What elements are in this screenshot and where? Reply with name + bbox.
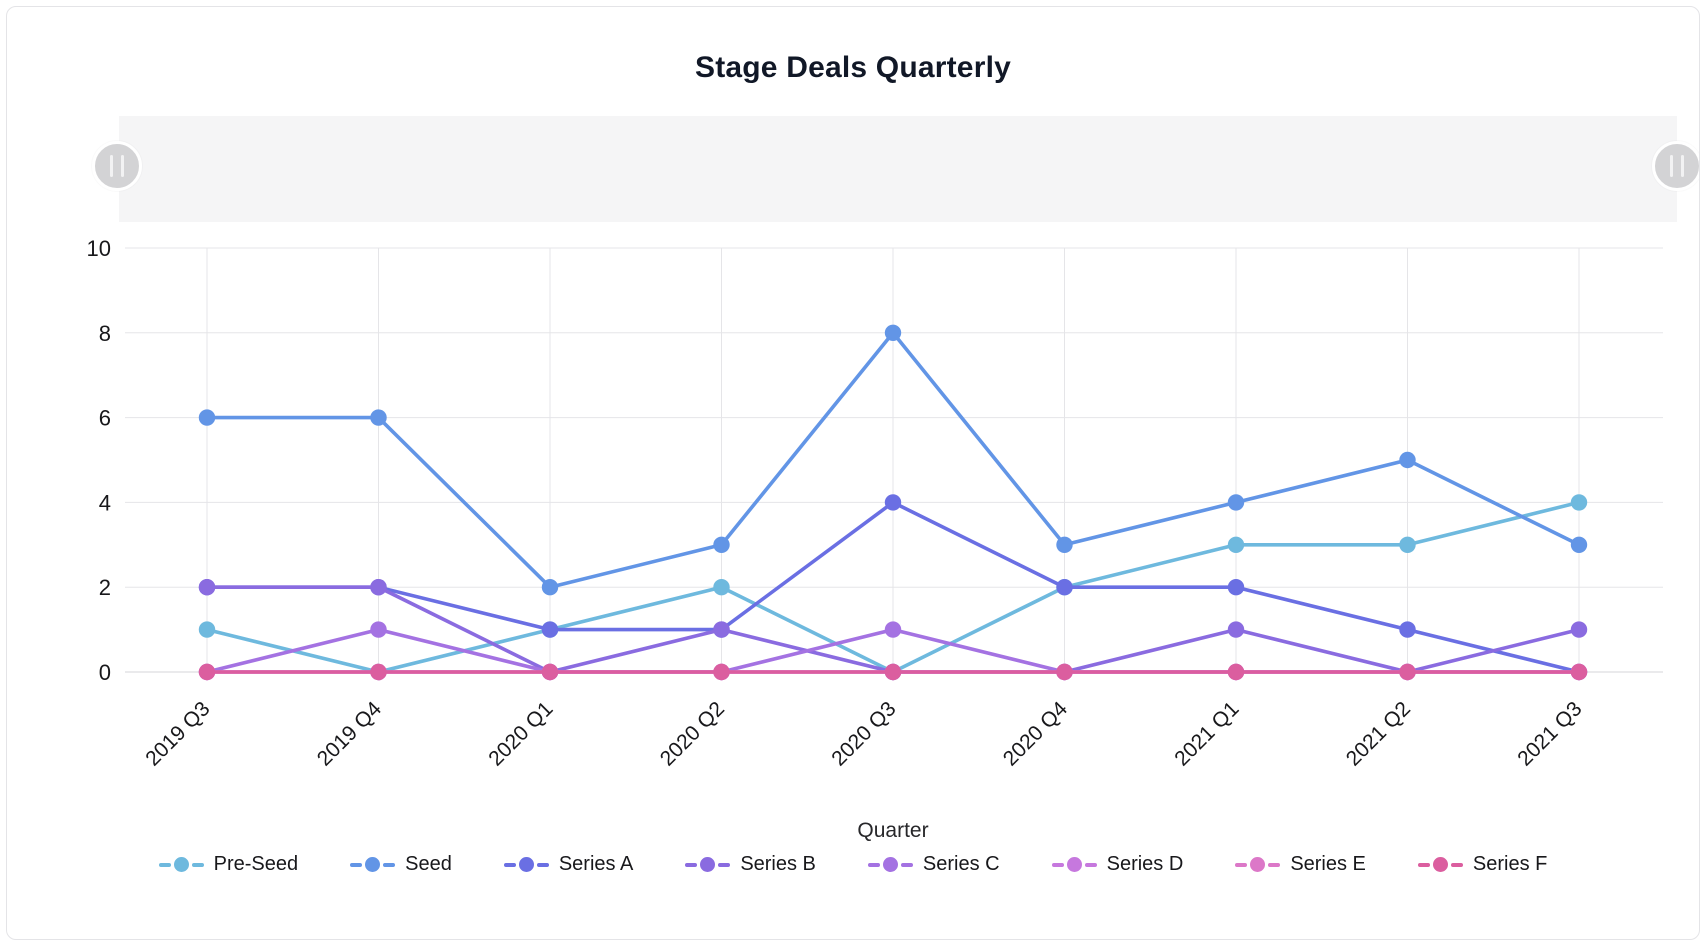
legend-label: Series E [1290,853,1366,875]
data-point-series-a-4[interactable] [884,494,902,511]
legend-line-dot-icon [350,857,396,872]
pause-bars-icon [110,155,113,177]
line-chart: 0 2 4 6 8 10 2019 Q3 2019 Q4 2020 Q1 2020 Q2 2020 … [87,236,1663,842]
legend-item-series-c[interactable]: Series C [867,853,1000,876]
legend-item-series-f[interactable]: Series F [1417,853,1548,876]
data-point-series-f-5[interactable] [1056,663,1073,681]
data-point-series-f-3[interactable] [713,663,730,681]
legend-line-dot-icon [685,857,731,872]
data-point-series-b-0[interactable] [198,579,216,596]
legend-label: Pre-Seed [213,853,299,875]
legend-item-series-a[interactable]: Series A [503,853,634,876]
chart-legend: Pre-Seed Seed Series A Series B Series C Seri… [7,853,1699,876]
chart-card: Stage Deals Quarterly 0 2 4 6 8 10 2019 Q3 2019… [6,6,1700,940]
data-point-series-f-0[interactable] [198,663,216,681]
legend-label: Seed [405,853,452,875]
x-axis-title: Quarter [857,819,928,842]
x-tick-label: 2020 Q1 [484,697,557,770]
x-tick-label: 2020 Q4 [999,697,1072,770]
x-tick-label: 2021 Q3 [1513,697,1586,770]
x-tick-label: 2020 Q2 [656,697,729,770]
data-point-seed-3[interactable] [713,536,730,553]
legend-item-seed[interactable]: Seed [350,853,452,876]
y-tick-label: 8 [99,321,111,346]
data-point-series-c-1[interactable] [370,621,387,638]
x-tick-label: 2019 Q3 [141,697,214,770]
data-point-seed-7[interactable] [1399,451,1416,469]
data-point-seed-5[interactable] [1056,536,1073,553]
data-point-series-a-2[interactable] [541,621,559,638]
data-point-series-a-6[interactable] [1227,579,1245,596]
data-point-series-f-4[interactable] [884,663,902,681]
data-point-series-f-1[interactable] [370,663,387,681]
data-point-series-a-7[interactable] [1399,621,1416,638]
data-point-series-b-6[interactable] [1227,621,1245,638]
legend-label: Series B [740,853,816,875]
pause-bars-icon [1670,155,1673,177]
legend-label: Series A [558,853,634,875]
legend-label: Series F [1472,853,1548,875]
data-point-pre-seed-0[interactable] [198,621,216,638]
data-point-pre-seed-7[interactable] [1399,536,1416,553]
y-tick-label: 2 [99,575,111,600]
data-point-pre-seed-6[interactable] [1227,536,1245,553]
y-tick-label: 10 [87,236,111,261]
data-point-seed-6[interactable] [1227,494,1245,511]
legend-item-series-e[interactable]: Series E [1235,853,1366,876]
data-point-seed-2[interactable] [541,579,559,596]
data-point-series-b-3[interactable] [713,621,730,638]
data-point-series-f-2[interactable] [541,663,559,681]
data-point-series-b-8[interactable] [1570,621,1588,638]
data-point-seed-0[interactable] [198,409,216,426]
x-tick-label: 2019 Q4 [313,697,386,770]
data-point-pre-seed-8[interactable] [1570,494,1588,511]
legend-line-dot-icon [867,857,913,872]
legend-line-dot-icon [158,857,204,872]
data-point-series-a-5[interactable] [1056,579,1073,596]
data-point-series-c-4[interactable] [884,621,902,638]
x-tick-label: 2020 Q3 [827,697,900,770]
data-point-series-f-6[interactable] [1227,663,1245,681]
pause-bars-icon [121,155,124,177]
data-point-pre-seed-3[interactable] [713,579,730,596]
data-point-seed-8[interactable] [1570,536,1588,553]
y-tick-label: 6 [99,406,111,431]
legend-item-pre-seed[interactable]: Pre-Seed [158,853,299,876]
legend-line-dot-icon [1051,857,1097,872]
data-point-series-f-7[interactable] [1399,663,1416,681]
legend-line-dot-icon [1235,857,1281,872]
data-point-seed-4[interactable] [884,324,902,341]
legend-line-dot-icon [503,857,549,872]
data-point-series-b-1[interactable] [370,579,387,596]
x-tick-label: 2021 Q1 [1170,697,1243,770]
legend-label: Series C [922,853,1000,875]
y-tick-label: 0 [99,660,111,685]
x-tick-label: 2021 Q2 [1342,697,1415,770]
brush-handle-right[interactable] [1652,141,1699,191]
y-tick-label: 4 [99,490,111,515]
pause-bars-icon [1681,155,1684,177]
data-point-seed-1[interactable] [370,409,387,426]
legend-item-series-b[interactable]: Series B [685,853,816,876]
brush-handle-left[interactable] [92,141,142,191]
data-point-series-f-8[interactable] [1570,663,1588,681]
legend-item-series-d[interactable]: Series D [1051,853,1184,876]
chart-title: Stage Deals Quarterly [694,51,1011,84]
legend-label: Series D [1106,853,1184,875]
legend-line-dot-icon [1417,857,1463,872]
brush-slider[interactable] [119,116,1677,222]
